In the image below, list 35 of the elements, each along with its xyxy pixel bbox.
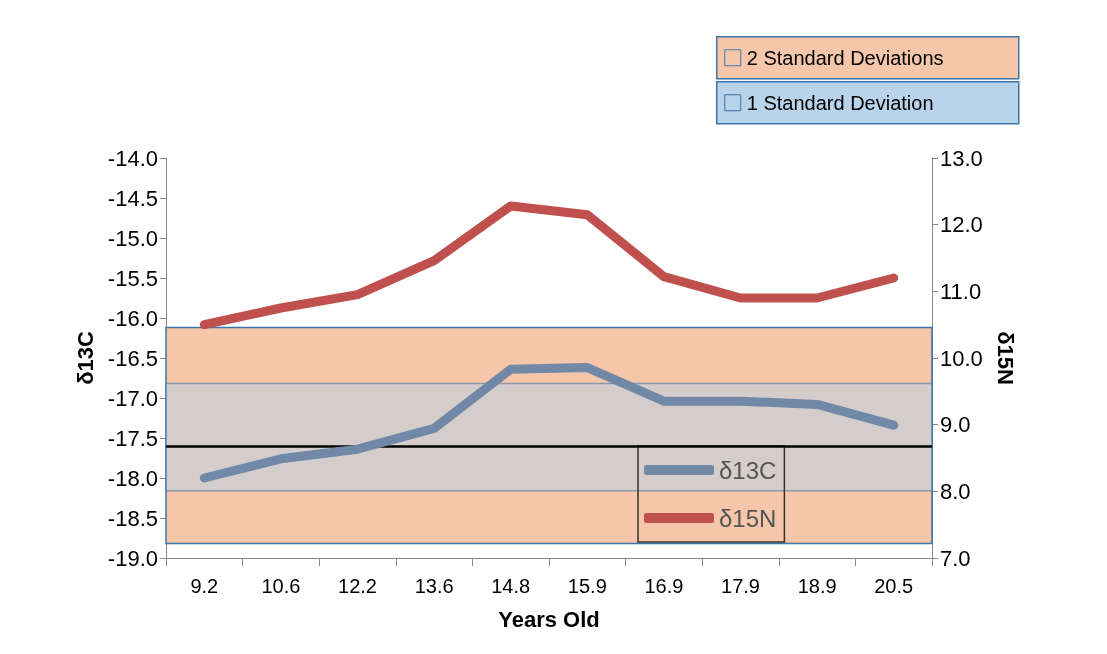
y2-tick-label: 13.0 bbox=[940, 145, 983, 171]
y-tick-label: -17.5 bbox=[107, 425, 158, 451]
y-axis-title: δ13C bbox=[73, 331, 99, 385]
x-tick-label: 18.9 bbox=[797, 575, 837, 597]
y-tick-label: -15.0 bbox=[107, 225, 158, 251]
legend-label: 2 Standard Deviations bbox=[746, 46, 944, 69]
y2-tick-label: 9.0 bbox=[940, 412, 971, 438]
y2-axis-title: δ15N bbox=[992, 331, 1018, 385]
x-tick-label: 13.6 bbox=[414, 575, 454, 597]
x-tick-label: 9.2 bbox=[190, 575, 219, 597]
x-tick-label: 14.8 bbox=[491, 575, 531, 597]
x-tick-label: 16.9 bbox=[644, 575, 684, 597]
y-tick-label: -15.5 bbox=[107, 265, 158, 291]
y-tick-label: -14.5 bbox=[107, 185, 158, 211]
x-tick-label: 15.9 bbox=[567, 575, 607, 597]
y2-tick-label: 8.0 bbox=[940, 478, 971, 504]
y-tick-label: -19.0 bbox=[107, 545, 158, 571]
x-tick-label: 12.2 bbox=[338, 575, 377, 597]
y2-tick-label: 11.0 bbox=[940, 278, 982, 304]
legend-label: 1 Standard Deviation bbox=[746, 91, 934, 114]
x-tick-label: 20.5 bbox=[874, 575, 914, 597]
y2-tick-label: 12.0 bbox=[940, 212, 983, 238]
y-tick-label: -17.0 bbox=[107, 385, 158, 411]
legend-label: δ15N bbox=[719, 504, 777, 532]
y-tick-label: -16.5 bbox=[107, 345, 158, 371]
legend-label: δ13C bbox=[719, 456, 777, 484]
y-tick-label: -18.5 bbox=[107, 505, 158, 531]
x-tick-label: 10.6 bbox=[261, 575, 301, 597]
x-tick-label: 17.9 bbox=[721, 575, 760, 597]
y-tick-label: -14.0 bbox=[107, 145, 158, 171]
y2-tick-label: 7.0 bbox=[940, 545, 971, 571]
x-axis-title: Years Old bbox=[498, 606, 600, 632]
y2-tick-label: 10.0 bbox=[940, 345, 983, 371]
y-tick-label: -18.0 bbox=[107, 465, 158, 491]
y-tick-label: -16.0 bbox=[107, 305, 158, 331]
